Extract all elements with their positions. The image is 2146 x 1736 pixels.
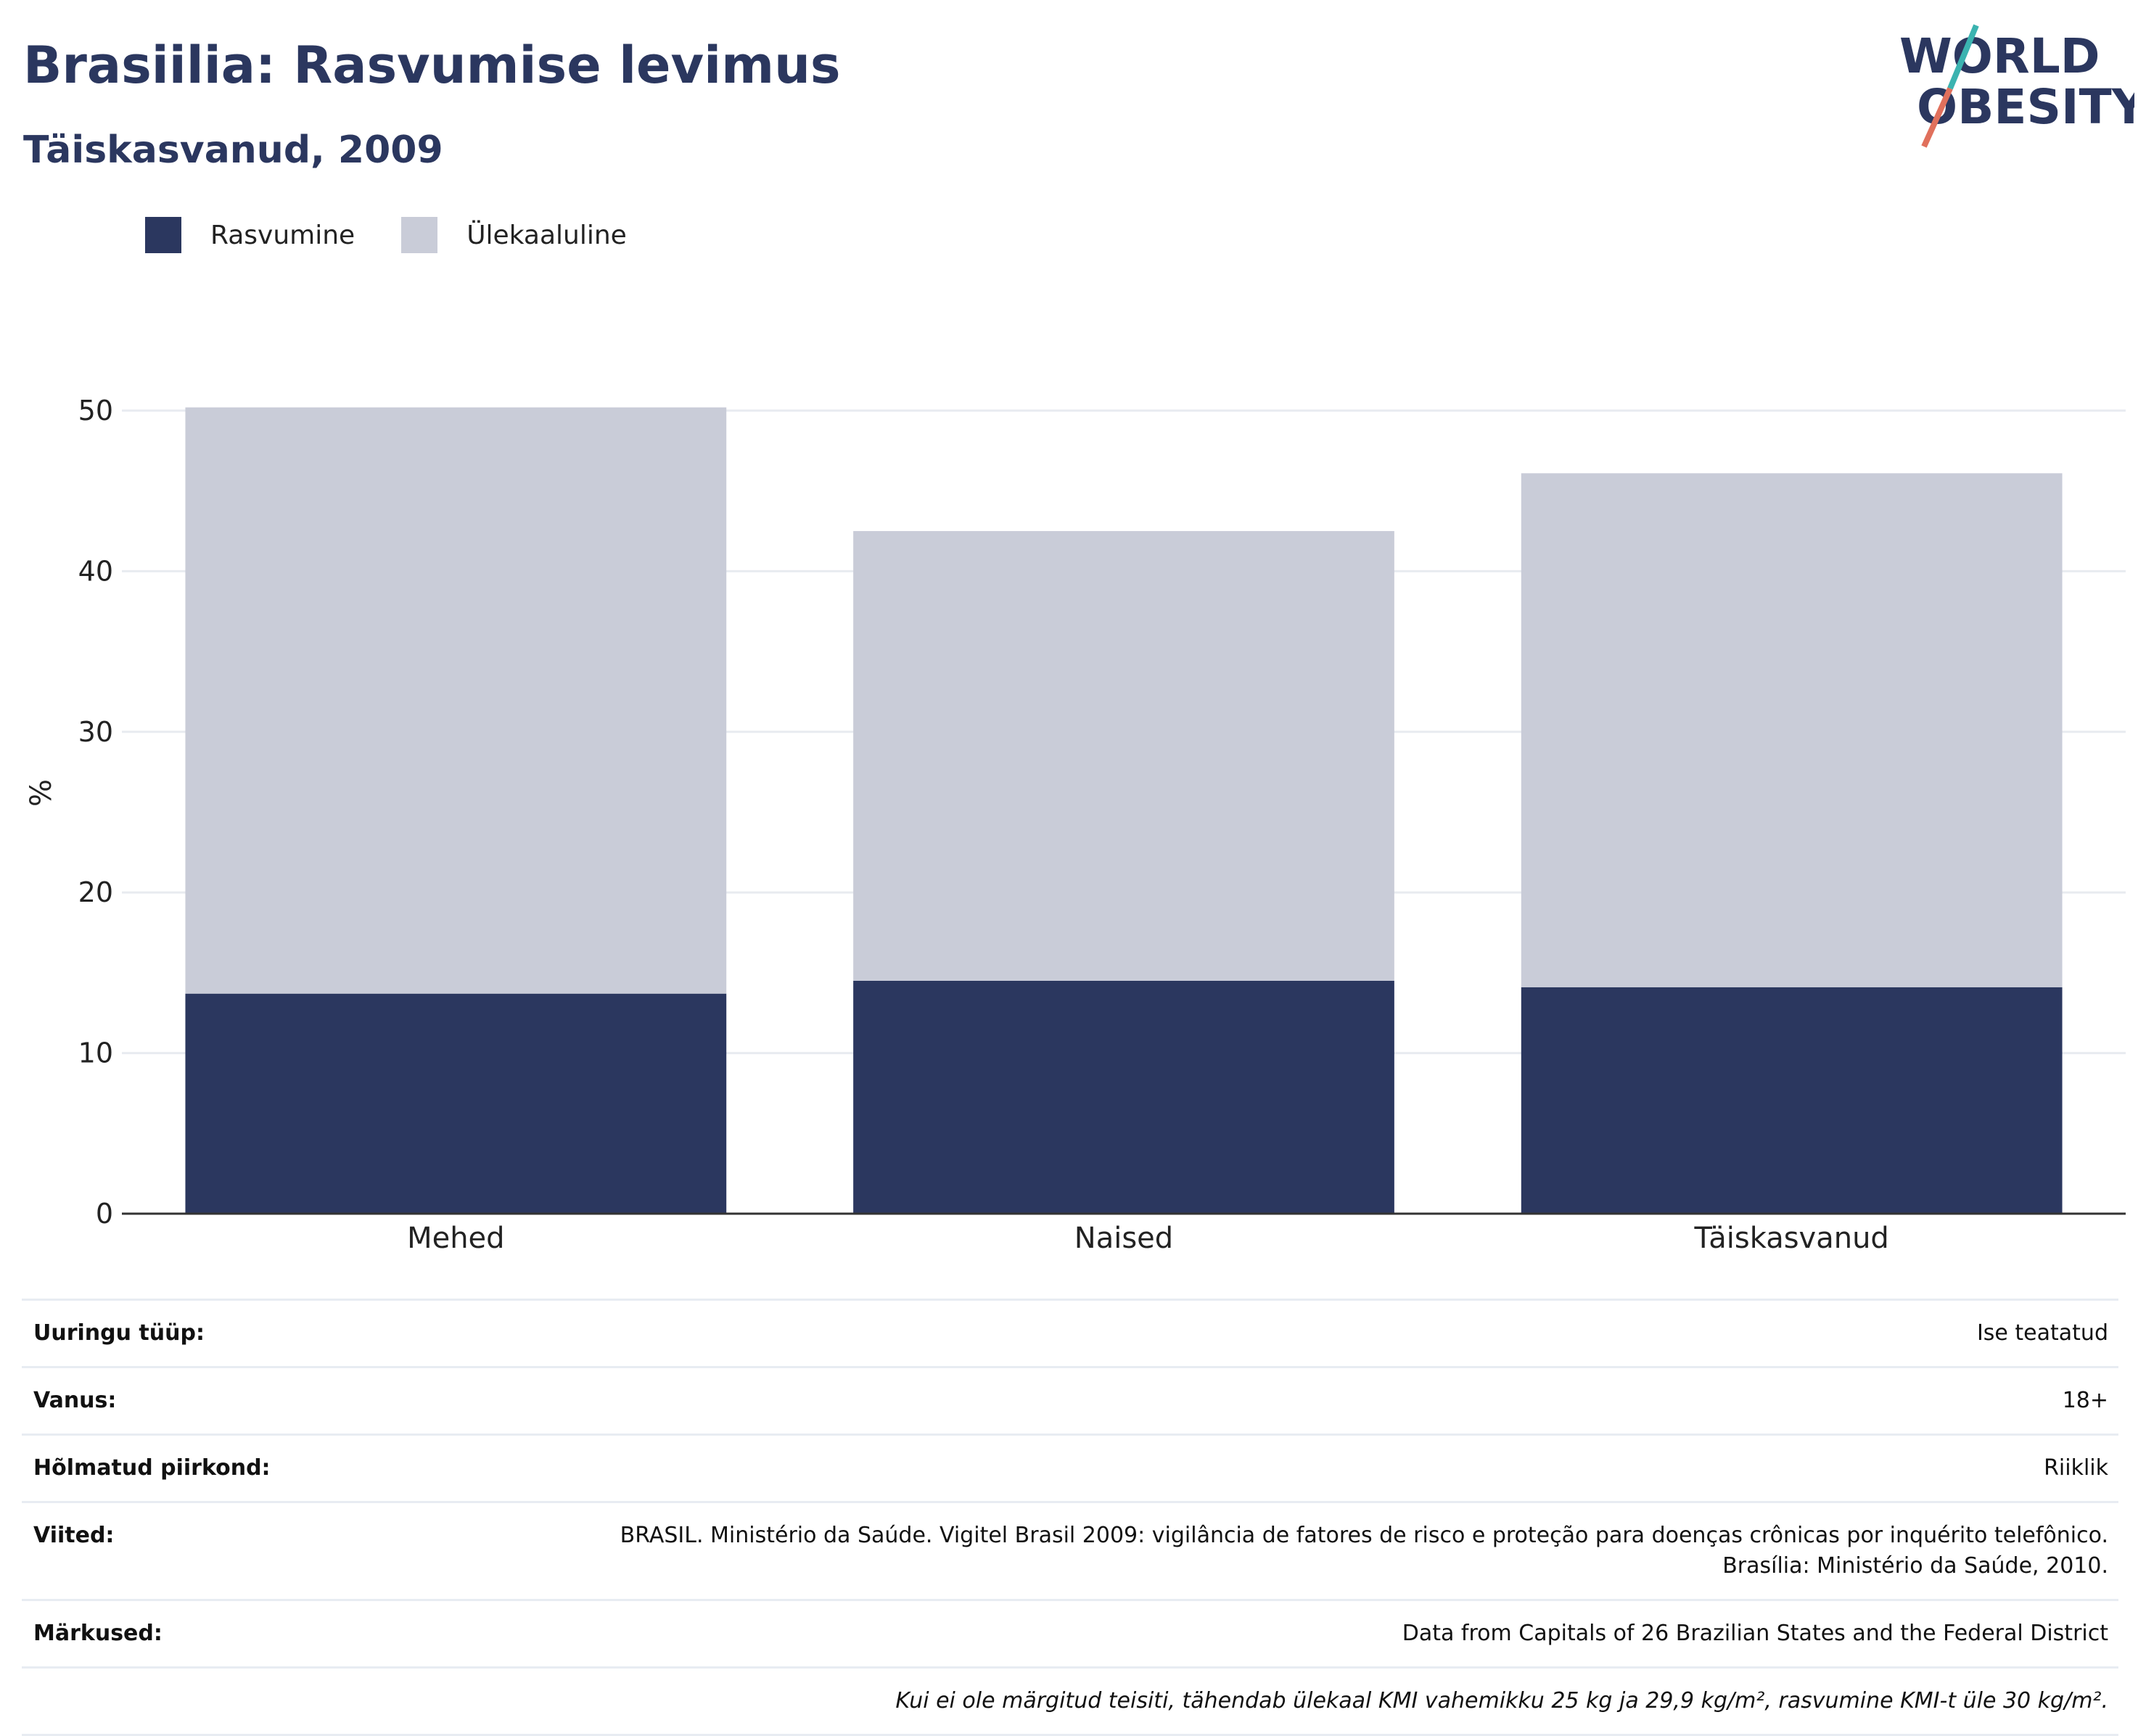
logo-line1: WORLD <box>1899 28 2100 84</box>
info-value: Riiklik <box>2044 1455 2108 1481</box>
bar-obesity[interactable] <box>1521 987 2063 1214</box>
x-tick-label: Täiskasvanud <box>1694 1222 1889 1255</box>
chart-title: Brasiilia: Rasvumise levimus <box>23 36 841 95</box>
footnote-text: Kui ei ole märgitud teisiti, tähendab ül… <box>895 1688 2108 1714</box>
info-label: Viited: <box>33 1523 115 1548</box>
x-tick-label: Naised <box>1074 1222 1173 1255</box>
y-axis-label: % <box>25 779 58 807</box>
chart-legend: Rasvumine Ülekaaluline <box>145 215 673 255</box>
logo-slash-teal <box>1947 24 1979 90</box>
legend-item-overweight[interactable]: Ülekaaluline <box>401 217 627 253</box>
world-obesity-logo: WORLD OBESITY <box>1899 24 2134 148</box>
chart-subtitle: Täiskasvanud, 2009 <box>23 128 443 172</box>
bar-overweight[interactable] <box>1521 473 2063 987</box>
y-tick-label: 10 <box>78 1037 113 1069</box>
y-tick-label: 0 <box>96 1198 113 1230</box>
y-tick-label: 20 <box>78 876 113 908</box>
logo-slash-coral <box>1921 87 1953 148</box>
info-value: BRASIL. Ministério da Saúde. Vigitel Bra… <box>620 1523 2108 1579</box>
bars <box>185 407 2063 1214</box>
info-label: Märkused: <box>33 1621 163 1646</box>
info-footnote: Kui ei ole märgitud teisiti, tähendab ül… <box>22 1669 2118 1736</box>
y-tick-label: 30 <box>78 716 113 748</box>
y-tick-label: 50 <box>78 395 113 427</box>
info-value: 18+ <box>2062 1388 2108 1413</box>
bar-obesity[interactable] <box>185 993 727 1214</box>
legend-item-obesity[interactable]: Rasvumine <box>145 217 355 253</box>
info-value: Data from Capitals of 26 Brazilian State… <box>1402 1621 2108 1646</box>
bar-overweight[interactable] <box>185 407 727 994</box>
info-label: Vanus: <box>33 1388 117 1413</box>
bar-obesity[interactable] <box>853 980 1394 1214</box>
bar-overweight[interactable] <box>853 531 1394 981</box>
y-tick-labels: 0 10 20 30 40 50 <box>78 395 113 1230</box>
x-tick-label: Mehed <box>407 1222 504 1255</box>
legend-label-obesity: Rasvumine <box>210 220 355 250</box>
legend-swatch-overweight <box>401 217 438 253</box>
stacked-bar-chart: 0 10 20 30 40 50 Mehed Naised Täiskasvanud % <box>25 395 2126 1255</box>
legend-swatch-obesity <box>145 217 181 253</box>
info-label: Hõlmatud piirkond: <box>33 1455 271 1481</box>
info-row-age: Vanus: 18+ <box>22 1368 2118 1436</box>
info-label: Uuringu tüüp: <box>33 1320 205 1346</box>
info-row-area: Hõlmatud piirkond: Riiklik <box>22 1436 2118 1503</box>
info-table: Uuringu tüüp: Ise teatatud Vanus: 18+ Hõ… <box>22 1299 2118 1736</box>
info-row-survey-type: Uuringu tüüp: Ise teatatud <box>22 1301 2118 1368</box>
legend-label-overweight: Ülekaaluline <box>466 220 627 250</box>
info-row-notes: Märkused: Data from Capitals of 26 Brazi… <box>22 1601 2118 1669</box>
y-tick-label: 40 <box>78 555 113 587</box>
x-tick-labels: Mehed Naised Täiskasvanud <box>407 1222 1889 1255</box>
info-value: Ise teatatud <box>1976 1320 2108 1346</box>
info-row-references: Viited: BRASIL. Ministério da Saúde. Vig… <box>22 1503 2118 1601</box>
